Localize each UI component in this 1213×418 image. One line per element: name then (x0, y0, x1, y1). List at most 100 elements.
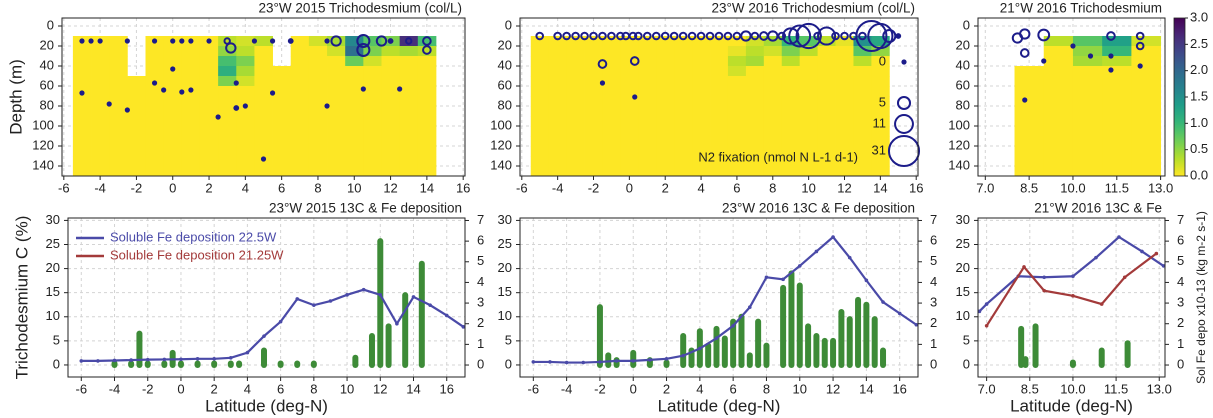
heat-cell (817, 116, 836, 127)
heat-cell (127, 106, 146, 117)
heat-cell (91, 126, 110, 137)
x-tick-label: 8.5 (1021, 381, 1039, 396)
heat-cell (254, 146, 273, 157)
bubble (777, 31, 787, 41)
line-point (648, 358, 652, 362)
heat-cell (272, 106, 292, 117)
bubble (705, 31, 715, 41)
bubble (225, 42, 237, 54)
heat-cell (620, 106, 639, 117)
y-tick-label: 30 (46, 212, 60, 227)
heat-cell (399, 126, 419, 137)
bar (746, 352, 753, 368)
y-tick-label: 5 (505, 332, 512, 347)
bar (128, 360, 135, 368)
colorbar-tick-label: 2.5 (1190, 36, 1208, 51)
heat-cell (399, 86, 419, 97)
heat-cell (548, 46, 568, 57)
heat-cell (290, 126, 310, 137)
x-tick-label: 7.0 (976, 180, 994, 195)
heat-cell (745, 116, 765, 127)
heat-cell (656, 46, 675, 57)
line-point (411, 295, 416, 299)
heat-cell (817, 126, 836, 137)
heat-cell (692, 56, 711, 67)
heat-cell (710, 106, 729, 117)
heat-cell (853, 116, 872, 127)
heat-cell (1102, 76, 1132, 87)
heat-cell (72, 166, 92, 177)
y2-tick-label: 0 (477, 356, 484, 371)
bar (855, 296, 862, 368)
heat-cell (363, 76, 382, 87)
heat-cell (345, 126, 364, 137)
heat-cell (548, 166, 568, 177)
heat-cell (236, 76, 255, 87)
bubble (206, 38, 212, 44)
heat-cell (763, 96, 783, 107)
bar (713, 325, 720, 368)
heat-cell (399, 56, 419, 67)
bar (402, 292, 409, 368)
heat-cell (1043, 136, 1074, 147)
heat-cell (399, 146, 419, 157)
heat-cell (236, 166, 255, 177)
plot-frame (61, 17, 466, 177)
heat-cell (566, 76, 585, 87)
heat-cell (602, 166, 621, 177)
heat-cell (674, 76, 693, 87)
bubble (669, 31, 679, 41)
heat-cell (817, 56, 836, 67)
heat-cell (835, 156, 854, 167)
heat-cell (1014, 166, 1045, 177)
bubble (124, 38, 130, 44)
bubble (714, 31, 724, 41)
x-tick-label: 14 (859, 381, 873, 396)
heat-cell (835, 76, 854, 87)
y2-tick-label: 1 (477, 336, 484, 351)
heat-cell (566, 96, 585, 107)
heat-cell (692, 66, 711, 77)
heat-cell (817, 136, 836, 147)
y2-tick-label: 5 (1177, 253, 1184, 268)
heat-cell (218, 76, 237, 87)
colorbar-tick-label: 0.5 (1190, 141, 1208, 156)
heat-cell (602, 136, 621, 147)
heat-cell (199, 156, 219, 167)
heat-cell (345, 146, 364, 157)
bubble (397, 86, 403, 92)
heat-cell (727, 166, 747, 177)
heat-cell (417, 76, 437, 87)
x-tick-label: -2 (594, 381, 606, 396)
bubble (562, 31, 571, 41)
heat-cell (163, 156, 183, 167)
heat-cell (710, 66, 729, 77)
line-point (1071, 274, 1075, 279)
heat-cell (745, 46, 765, 57)
heat-cell (1131, 96, 1162, 107)
heat-cell (218, 116, 237, 127)
heat-cell (199, 66, 219, 77)
heat-cell (290, 166, 310, 177)
line-point (378, 293, 383, 297)
heat-cell (620, 136, 639, 147)
heat-cell (1043, 126, 1074, 137)
heat-cell (835, 116, 854, 127)
colorbar-tick-label: 3.0 (1190, 9, 1208, 24)
legend-label: Soluble Fe deposition 22.5W (110, 229, 277, 244)
heat-cell (745, 86, 765, 97)
heat-cell (1072, 76, 1103, 87)
heat-cell (1131, 66, 1162, 77)
heat-cell (817, 156, 836, 167)
heat-cell (727, 36, 747, 47)
heat-cell (710, 56, 729, 67)
heat-cell (745, 96, 765, 107)
bar (730, 318, 737, 368)
heat-cell (163, 46, 183, 57)
heat-cell (381, 86, 401, 97)
heat-cell (163, 56, 183, 67)
x-tick-label: -2 (142, 381, 154, 396)
bar (838, 308, 845, 368)
x-tick-label: 14 (406, 381, 420, 396)
heat-cell (548, 146, 568, 157)
